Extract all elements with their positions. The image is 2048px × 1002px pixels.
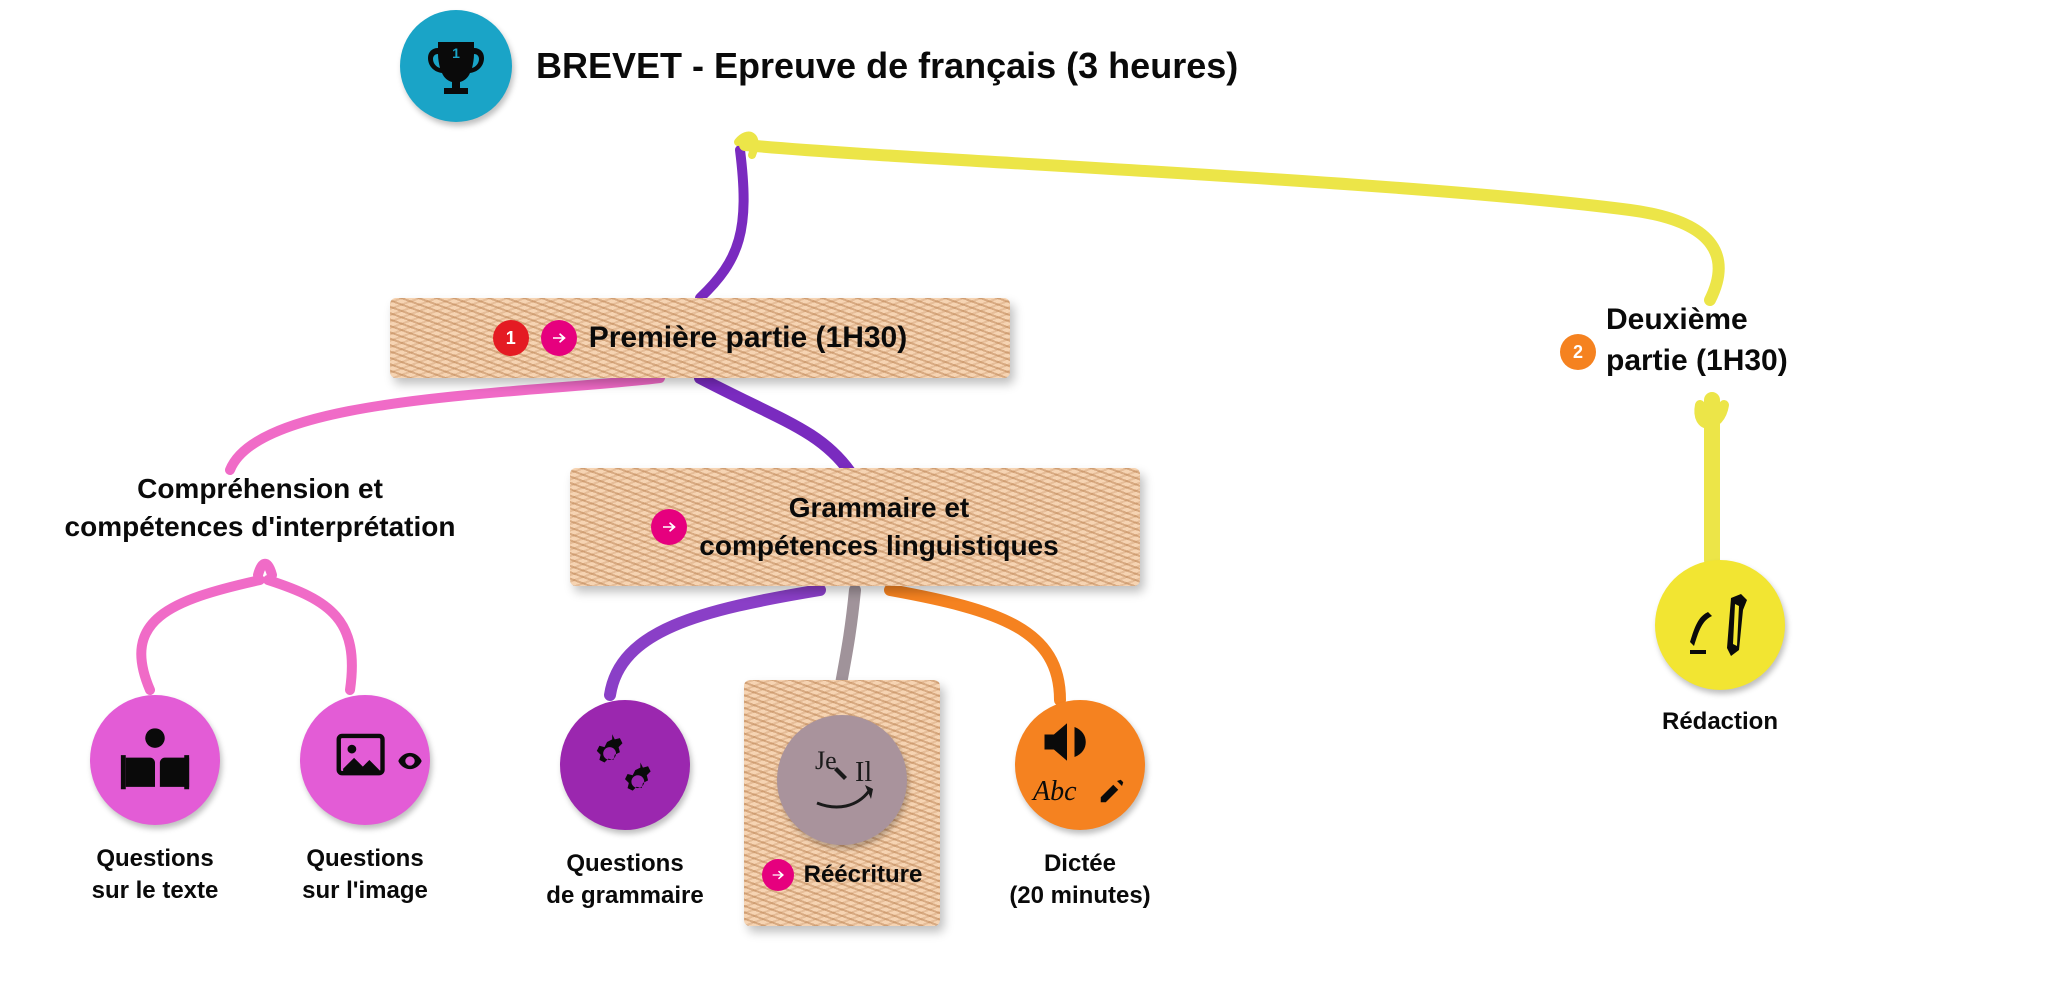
part2-label-line2: partie (1H30)	[1606, 341, 1788, 382]
badge-2-icon: 2	[1560, 334, 1596, 370]
arrow-right-icon	[541, 320, 577, 356]
leaf-reecriture: Je Il Réécriture	[744, 680, 940, 926]
leaf-redaction: Rédaction	[1640, 560, 1800, 738]
badge-1-icon: 1	[493, 320, 529, 356]
trophy-icon: 1	[400, 10, 512, 122]
leaf-q-image: Questions sur l'image	[280, 695, 450, 908]
svg-text:Il: Il	[855, 757, 872, 788]
gears-icon	[560, 700, 690, 830]
part2-label-line1: Deuxième	[1606, 300, 1788, 341]
arrow-right-icon	[651, 509, 687, 545]
writing-icon	[1655, 560, 1785, 690]
part2-row: 2 Deuxième partie (1H30)	[1560, 300, 1788, 381]
speaker-icon: Abc	[1015, 700, 1145, 830]
leaf-q-texte: Questions sur le texte	[80, 695, 230, 908]
grammaire-line1: Grammaire et	[699, 489, 1058, 527]
reecriture-label: Réécriture	[804, 859, 923, 891]
leaf-q-grammaire: Questions de grammaire	[530, 700, 720, 913]
rewrite-icon: Je Il	[777, 715, 907, 845]
part1-box: 1 Première partie (1H30)	[390, 298, 1010, 378]
grammaire-line2: compétences linguistiques	[699, 527, 1058, 565]
comprehension-label: Compréhension et compétences d'interprét…	[20, 470, 500, 546]
grammaire-box: Grammaire et compétences linguistiques	[570, 468, 1140, 586]
page-title: BREVET - Epreuve de français (3 heures)	[536, 42, 1238, 91]
part1-label: Première partie (1H30)	[589, 318, 908, 359]
reading-icon	[90, 695, 220, 825]
redaction-label: Rédaction	[1640, 706, 1800, 738]
svg-text:1: 1	[452, 45, 460, 61]
title-row: 1 BREVET - Epreuve de français (3 heures…	[400, 10, 1238, 122]
arrow-right-icon	[762, 859, 794, 891]
image-icon	[300, 695, 430, 825]
svg-text:Je: Je	[815, 746, 837, 775]
leaf-dictee: Abc Dictée (20 minutes)	[980, 700, 1180, 913]
